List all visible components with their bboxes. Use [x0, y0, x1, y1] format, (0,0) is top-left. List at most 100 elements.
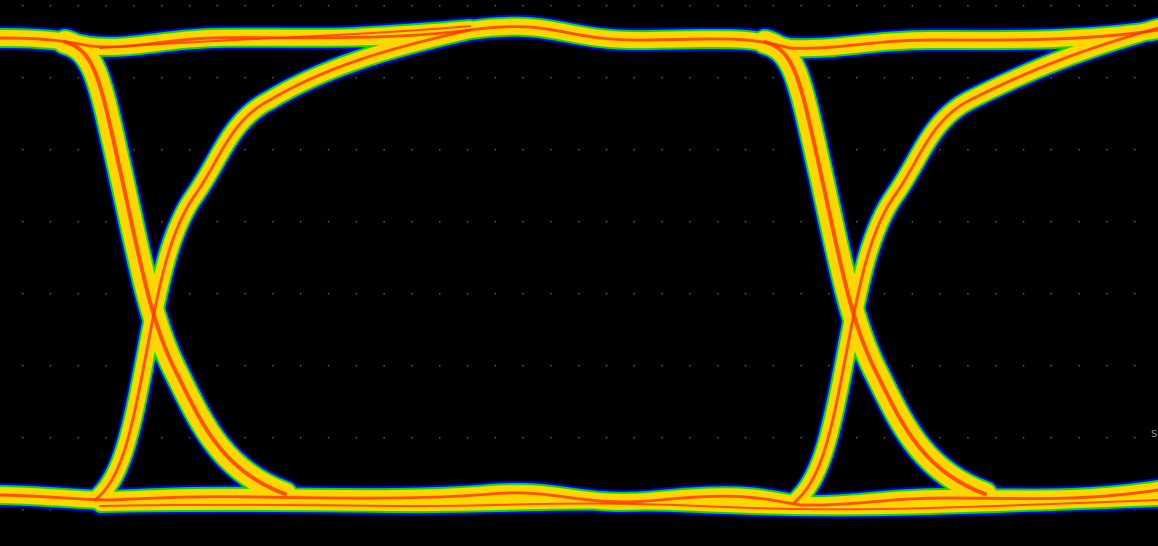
- grid-dot: [633, 77, 636, 79]
- grid-dot: [411, 5, 413, 7]
- grid-dot: [244, 5, 246, 7]
- grid-dot: [939, 149, 941, 151]
- falling-edge-2-trace: [763, 40, 987, 496]
- grid-dot: [439, 5, 441, 7]
- grid-dot: [550, 293, 552, 295]
- grid-dot: [244, 221, 246, 223]
- grid-dot: [800, 293, 802, 295]
- grid-dot: [244, 293, 246, 295]
- grid-dot: [300, 5, 302, 7]
- grid-dot: [856, 5, 858, 7]
- bottom-rail-2-trace: [99, 499, 1158, 511]
- grid-dot: [439, 437, 441, 439]
- grid-dot: [216, 293, 219, 295]
- grid-dot: [355, 5, 358, 7]
- grid-dot: [967, 365, 969, 367]
- grid-dot: [383, 5, 385, 7]
- grid-dot: [188, 293, 191, 295]
- grid-dot: [244, 365, 246, 367]
- grid-dot: [1050, 365, 1053, 367]
- grid-dot: [272, 77, 274, 79]
- grid-dot: [244, 77, 246, 79]
- grid-dot: [772, 77, 775, 79]
- grid-dot: [105, 221, 107, 223]
- grid-dot: [439, 149, 441, 151]
- grid-dot: [717, 5, 719, 7]
- grid-dot: [828, 293, 830, 295]
- grid-dot: [216, 365, 219, 367]
- grid-dot: [300, 149, 302, 151]
- grid-dot: [911, 77, 914, 79]
- grid-dot: [605, 437, 608, 439]
- grid-dot: [661, 293, 663, 295]
- grid-dot: [1050, 293, 1053, 295]
- grid-dot: [772, 5, 775, 7]
- grid-dot: [522, 5, 524, 7]
- grid-dot: [1022, 221, 1025, 223]
- grid-dot: [1134, 437, 1136, 439]
- grid-dot: [49, 293, 52, 295]
- grid-dot: [1022, 293, 1025, 295]
- grid-dot: [188, 77, 191, 79]
- grid-dot: [300, 293, 302, 295]
- grid-dot: [355, 77, 358, 79]
- grid-dot: [578, 149, 580, 151]
- grid-dot: [77, 77, 80, 79]
- grid-dot: [1050, 5, 1053, 7]
- grid-dot: [272, 5, 274, 7]
- grid-dot: [995, 221, 997, 223]
- grid-dot: [494, 221, 497, 223]
- grid-dot: [383, 293, 385, 295]
- grid-dot: [689, 149, 691, 151]
- grid-dot: [216, 77, 219, 79]
- grid-dot: [522, 293, 524, 295]
- grid-dot: [466, 149, 469, 151]
- grid-dot: [439, 77, 441, 79]
- grid-dot: [911, 5, 914, 7]
- grid-dot: [605, 221, 608, 223]
- grid-dot: [1022, 437, 1025, 439]
- grid-dot: [216, 5, 219, 7]
- grid-dot: [327, 149, 330, 151]
- grid-dot: [522, 149, 524, 151]
- grid-dot: [133, 77, 135, 79]
- grid-dot: [22, 293, 24, 295]
- grid-dot: [717, 221, 719, 223]
- grid-dot: [272, 365, 274, 367]
- grid-dot: [744, 437, 747, 439]
- grid-dot: [327, 5, 330, 7]
- grid-dot: [717, 365, 719, 367]
- grid-dot: [272, 221, 274, 223]
- grid-dot: [1078, 293, 1080, 295]
- grid-dot: [466, 5, 469, 7]
- grid-dot: [188, 5, 191, 7]
- grid-dot: [995, 365, 997, 367]
- grid-dot: [1134, 149, 1136, 151]
- grid-dot: [1078, 365, 1080, 367]
- grid-dot: [105, 5, 107, 7]
- grid-dot: [550, 77, 552, 79]
- grid-dot: [772, 221, 775, 223]
- grid-dot: [661, 437, 663, 439]
- grid-dot: [689, 437, 691, 439]
- grid-dot: [300, 221, 302, 223]
- grid-dots: [22, 5, 1136, 511]
- grid-dot: [967, 437, 969, 439]
- grid-dot: [772, 149, 775, 151]
- grid-dot: [883, 5, 886, 7]
- grid-dot: [1078, 5, 1080, 7]
- grid-dot: [439, 293, 441, 295]
- grid-dot: [355, 437, 358, 439]
- grid-dot: [327, 365, 330, 367]
- grid-dot: [161, 5, 163, 7]
- grid-dot: [967, 77, 969, 79]
- grid-dot: [1134, 365, 1136, 367]
- grid-dot: [911, 365, 914, 367]
- grid-dot: [744, 5, 747, 7]
- grid-dot: [828, 77, 830, 79]
- grid-dot: [327, 437, 330, 439]
- grid-dot: [883, 293, 886, 295]
- grid-dot: [633, 365, 636, 367]
- grid-dot: [439, 365, 441, 367]
